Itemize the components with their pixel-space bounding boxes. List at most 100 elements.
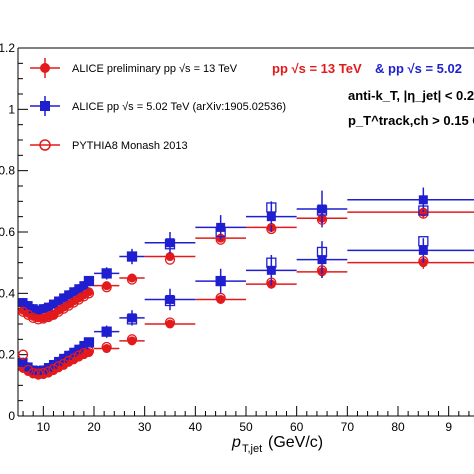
data-point: [317, 255, 327, 265]
series-open-circle-lower: [17, 255, 429, 379]
x-tick-label: 60: [290, 420, 304, 434]
data-point: [266, 265, 276, 275]
data-point: [215, 275, 226, 287]
series-open-square-upper: [83, 202, 429, 287]
data-point: [266, 277, 277, 288]
x-tick-label: 30: [138, 420, 152, 434]
data-point: [266, 202, 277, 213]
y-tick-label: 1: [8, 102, 15, 116]
data-point: [126, 334, 138, 345]
data-marks: [17, 187, 474, 380]
data-point: [165, 252, 175, 262]
data-point: [215, 234, 226, 245]
data-point: [418, 236, 429, 247]
data-point: [43, 302, 53, 312]
data-point: [23, 362, 33, 372]
data-point: [418, 255, 429, 267]
data-point: [33, 368, 44, 379]
y-tick-label: 1.2: [0, 41, 15, 55]
x-axis-label-main: p: [231, 434, 241, 451]
data-point: [165, 294, 175, 304]
data-point: [48, 363, 59, 375]
y-tick-label: 0.8: [0, 164, 15, 178]
data-point: [38, 365, 48, 375]
data-point: [266, 212, 276, 222]
annotation-track-cut: p_T^track,ch > 0.15 GeV/c: [348, 113, 474, 128]
legend-entry-alice-13: ALICE preliminary pp √s = 13 TeV: [30, 58, 238, 78]
data-point: [28, 304, 38, 314]
data-point: [101, 282, 112, 293]
data-point: [18, 357, 28, 367]
legend-entry-alice-502: ALICE pp √s = 5.02 TeV (arXiv:1905.02536…: [30, 96, 286, 116]
data-point: [102, 268, 112, 278]
data-point: [164, 317, 176, 328]
data-point: [48, 299, 58, 309]
data-point: [64, 290, 74, 300]
x-tick-label: 9: [445, 420, 452, 434]
data-point: [164, 239, 176, 250]
data-point: [164, 295, 176, 307]
x-axis-label-unit: (GeV/c): [268, 434, 323, 451]
data-point: [53, 306, 64, 317]
x-axis-label: p T,jet (GeV/c): [231, 434, 323, 455]
annotation-jet-algorithm: anti-k_T, |η_jet| < 0.2: [348, 88, 474, 103]
y-tick-label: 0: [8, 409, 15, 423]
data-point: [17, 306, 29, 317]
data-point: [84, 337, 94, 347]
data-point: [68, 353, 79, 364]
data-point: [73, 294, 84, 305]
data-point: [418, 245, 428, 255]
data-point: [101, 341, 112, 353]
data-point: [126, 314, 138, 325]
data-point: [28, 312, 39, 324]
x-tick-label: 20: [87, 420, 101, 434]
x-tick-label: 50: [239, 420, 253, 434]
data-point: [83, 337, 95, 348]
y-tick-label: 0.6: [0, 225, 15, 239]
data-point: [215, 226, 226, 238]
data-point: [126, 274, 138, 285]
data-point: [38, 313, 49, 324]
data-point: [58, 358, 69, 370]
data-point: [101, 326, 112, 337]
x-tick-label: 10: [37, 420, 51, 434]
data-point: [102, 327, 112, 337]
data-point: [64, 350, 74, 360]
data-point: [38, 367, 49, 379]
axes: 0 0.2 0.4 0.6 0.8 1 1.2 10 20 30 40 50 60 70 80 9: [0, 41, 474, 434]
x-tick-label: 80: [391, 420, 405, 434]
data-point: [83, 275, 95, 287]
data-point: [28, 367, 39, 379]
data-point: [216, 276, 226, 286]
data-point: [418, 205, 429, 216]
data-point: [101, 268, 112, 279]
legend-entry-pythia: PYTHIA8 Monash 2013: [30, 139, 188, 152]
data-point: [74, 344, 84, 354]
data-point: [43, 311, 54, 323]
data-point: [316, 246, 328, 258]
data-point: [164, 254, 176, 265]
data-point: [266, 223, 277, 235]
legend-label: PYTHIA8 Monash 2013: [72, 140, 188, 152]
y-tick-label: 0.4: [0, 286, 15, 300]
data-point: [33, 366, 43, 376]
legend-marker-filled-circle: [40, 63, 50, 73]
data-point: [317, 204, 327, 214]
data-point: [73, 350, 84, 361]
legend-label: ALICE preliminary pp √s = 13 TeV: [72, 63, 238, 75]
annotations: anti-k_T, |η_jet| < 0.2 p_T^track,ch > 0…: [348, 88, 474, 128]
data-point: [69, 287, 79, 297]
data-point: [68, 297, 79, 308]
x-axis-label-subscript: T,jet: [242, 443, 262, 455]
data-point: [84, 276, 94, 286]
legend: ALICE preliminary pp √s = 13 TeV ALICE p…: [30, 58, 286, 152]
data-point: [22, 309, 34, 320]
data-point: [23, 301, 33, 311]
legend-marker-filled-square: [40, 101, 50, 111]
data-point: [38, 304, 48, 314]
data-point: [418, 195, 428, 205]
data-point: [316, 265, 328, 276]
data-point: [18, 298, 28, 308]
chart-header: pp √s = 13 TeV & pp √s = 5.02: [272, 61, 462, 76]
data-point: [17, 349, 29, 360]
